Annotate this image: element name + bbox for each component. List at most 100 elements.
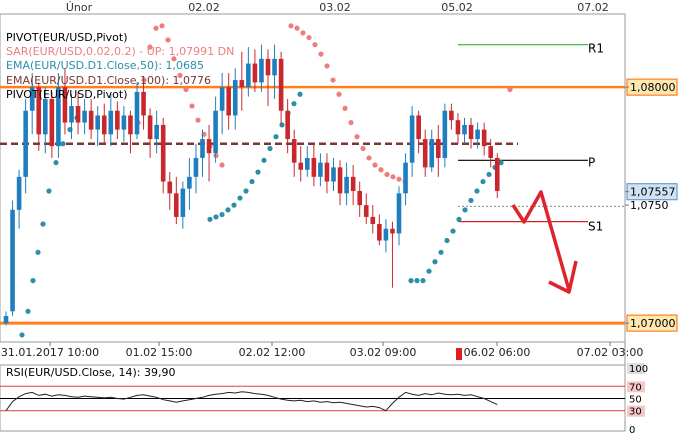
pivot-label: P	[588, 155, 595, 169]
candle-body	[141, 91, 146, 116]
ema50-dots	[19, 91, 504, 338]
arrow-path	[511, 190, 571, 291]
candle-body	[350, 176, 356, 191]
candle-body	[62, 87, 68, 123]
candle-body	[239, 80, 245, 88]
sar-dot	[159, 23, 165, 29]
sar-dot	[348, 119, 354, 126]
ema50-dot	[438, 249, 444, 255]
candle-body	[82, 110, 87, 123]
sar-dot	[507, 86, 513, 93]
candle-body	[259, 58, 264, 83]
top-axis-label: 02.02	[188, 1, 220, 14]
rsi-axis-label: 70	[629, 382, 642, 393]
price-tag-label: 1,0750	[630, 199, 669, 212]
ema50-dot	[414, 278, 420, 284]
sar-dot	[294, 25, 300, 31]
ema50-dot	[279, 122, 285, 128]
candle-body	[10, 209, 15, 312]
ema50-dot	[19, 332, 25, 338]
candle-body	[206, 139, 212, 154]
sar-dot	[360, 145, 366, 152]
candle-body	[422, 139, 428, 168]
candle-body	[252, 63, 258, 83]
candle-body	[121, 115, 127, 130]
candle-body	[383, 228, 389, 241]
candle-body	[160, 124, 166, 182]
rsi-axis-label: 0	[629, 425, 635, 433]
ema50-dot	[267, 145, 273, 152]
candle-body	[449, 110, 454, 121]
sar-dot	[306, 34, 312, 41]
forecast-arrow	[511, 190, 578, 294]
candle-body	[429, 139, 435, 168]
time-label: 01.02 15:00	[126, 346, 193, 359]
time-axis[interactable]: 31.01.2017 10:00 01.02 15:00 02.02 12:00 03…	[1, 342, 643, 360]
ema50-dot	[261, 157, 267, 163]
ema50-dot	[46, 188, 52, 194]
candle-body	[69, 106, 74, 123]
ema50-dot	[474, 188, 480, 194]
candle-body	[357, 190, 362, 206]
candle-body	[193, 157, 199, 177]
ema50-dot	[462, 207, 468, 213]
candle-body	[200, 139, 205, 158]
candle-body	[494, 157, 500, 191]
indicator-legend: PIVOT(EUR/USD,Pivot) SAR(EUR/USD,0.02,0.…	[6, 31, 234, 102]
sar-dot	[366, 155, 372, 161]
sar-dot	[288, 23, 294, 29]
legend-pivot: PIVOT(EUR/USD,Pivot)	[6, 31, 128, 44]
candle-body	[442, 110, 448, 158]
sar-dot	[336, 91, 342, 97]
sar-dot	[396, 176, 402, 182]
sar-dot	[165, 37, 171, 43]
candle-body	[291, 139, 297, 163]
candle-body	[278, 58, 284, 111]
candle-body	[468, 124, 474, 140]
ema50-dot	[255, 169, 261, 175]
candle-body	[390, 228, 395, 234]
sar-dot	[330, 77, 336, 83]
candle-body	[56, 87, 61, 147]
r1-label: R1	[588, 42, 604, 56]
candle-body	[134, 91, 140, 135]
candle-body	[187, 176, 192, 189]
candle-body	[226, 87, 231, 116]
ema50-dot	[30, 278, 36, 284]
top-axis-label: 07.02	[577, 1, 609, 14]
ema50-dot	[231, 202, 237, 208]
time-label: 06.02 06:00	[464, 346, 531, 359]
candle-body	[298, 162, 304, 170]
time-label: 31.01.2017 10:00	[1, 346, 99, 359]
ema50-dot	[243, 188, 249, 194]
sar-dot	[354, 134, 360, 140]
candle-body	[101, 115, 107, 135]
time-label: 03.02 09:00	[350, 346, 417, 359]
candle-body	[108, 110, 114, 135]
ema50-dot	[426, 268, 432, 274]
current-bar-marker-icon	[456, 348, 462, 360]
candle-body	[23, 110, 28, 177]
ema50-dot	[450, 228, 456, 234]
sar-dot	[183, 86, 189, 93]
s1-label: S1	[588, 220, 603, 234]
candle-body	[363, 205, 369, 217]
candle-body	[416, 115, 421, 140]
candle-body	[246, 63, 251, 88]
candle-body	[318, 162, 323, 177]
candle-body	[95, 115, 100, 130]
sar-dot	[219, 162, 225, 168]
candle-body	[29, 87, 35, 111]
top-axis-label: 05.02	[441, 1, 473, 14]
candle-body	[3, 316, 9, 324]
candle-body	[16, 176, 22, 210]
sar-dot	[195, 117, 201, 123]
rsi-label: RSI(EUR/USD.Close, 14): 39,90	[6, 366, 176, 379]
top-axis-label: Únor	[66, 1, 93, 14]
candles	[3, 44, 500, 326]
ema50-dot	[432, 259, 438, 265]
main-price-panel: R1 P S1	[0, 13, 626, 343]
